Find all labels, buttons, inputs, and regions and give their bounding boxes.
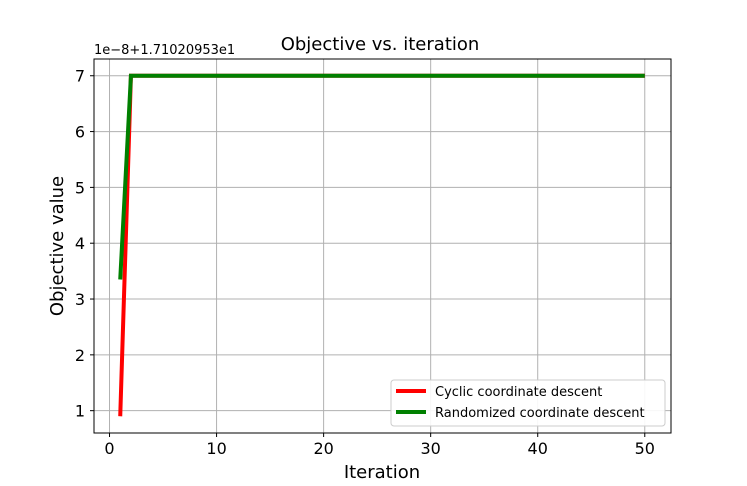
x-tick-label: 40 <box>528 439 548 458</box>
y-tick-label: 7 <box>75 67 85 86</box>
x-tick-label: 30 <box>420 439 440 458</box>
x-tick-label: 10 <box>206 439 226 458</box>
series-line-randomized <box>118 73 645 280</box>
y-axis-offset-label: 1e−8+1.71020953e1 <box>94 43 235 58</box>
y-axis-label: Objective value <box>47 176 68 316</box>
x-tick-label: 0 <box>104 439 114 458</box>
plot-frame <box>93 58 672 434</box>
series-lines <box>118 73 645 417</box>
y-tick-label: 2 <box>75 346 85 365</box>
legend-label-cyclic: Cyclic coordinate descent <box>435 385 602 400</box>
x-axis-ticks: 0 10 20 30 40 50 <box>104 433 655 458</box>
y-tick-label: 4 <box>75 234 85 253</box>
y-tick-label: 5 <box>75 178 85 197</box>
legend-box <box>390 379 666 427</box>
legend-label-randomized: Randomized coordinate descent <box>435 406 645 421</box>
y-tick-label: 6 <box>75 123 85 142</box>
x-tick-label: 20 <box>313 439 333 458</box>
x-axis-label: Iteration <box>344 462 420 483</box>
y-tick-label: 3 <box>75 290 85 309</box>
chart-title: Objective vs. iteration <box>281 34 480 55</box>
y-tick-label: 1 <box>75 402 85 421</box>
legend: Cyclic coordinate descent Randomized coo… <box>390 379 666 427</box>
x-tick-label: 50 <box>635 439 655 458</box>
y-axis-ticks: 1 2 3 4 5 6 7 <box>75 67 94 421</box>
grid-lines <box>94 59 671 433</box>
